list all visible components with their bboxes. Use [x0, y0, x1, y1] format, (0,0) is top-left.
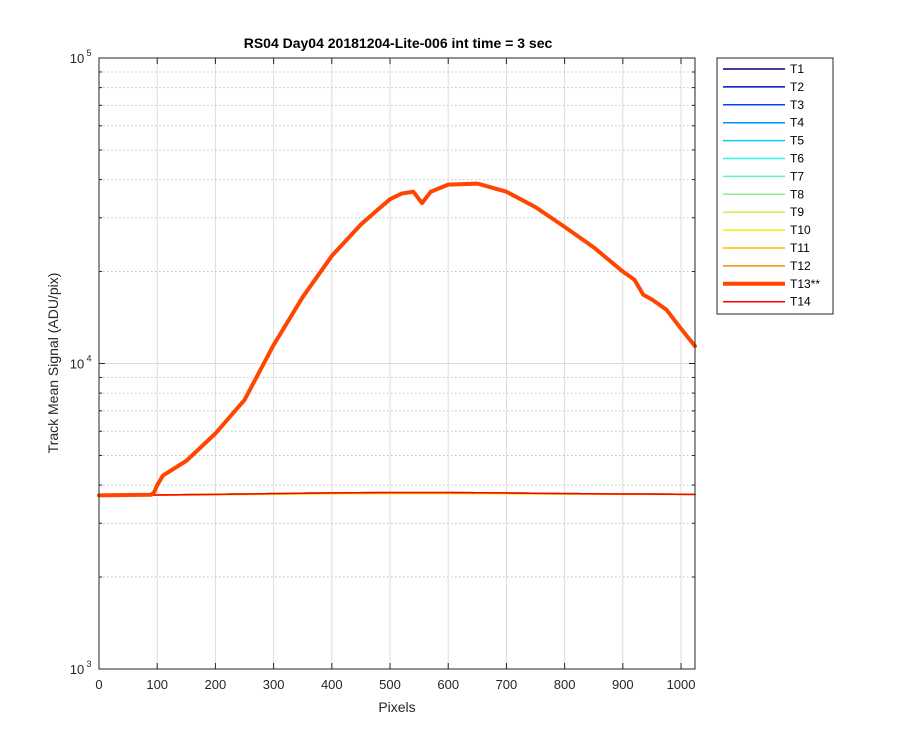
y-axis-title: Track Mean Signal (ADU/pix): [45, 273, 61, 454]
legend-item: T12: [723, 259, 811, 273]
legend-item: T11: [723, 241, 810, 255]
x-tick-label: 700: [496, 677, 518, 692]
legend-items: T1 T2 T3 T4 T5 T6 T7 T8 T9 T10 T11 T12 T13** T14: [723, 62, 820, 309]
legend-label: T11: [790, 241, 810, 255]
legend-label: T9: [790, 205, 804, 219]
x-tick-label: 800: [554, 677, 576, 692]
legend-item: T6: [723, 152, 804, 166]
x-tick-label: 500: [379, 677, 401, 692]
x-axis-title: Pixels: [378, 699, 415, 715]
legend-item: T5: [723, 134, 804, 148]
x-tick-label: 900: [612, 677, 634, 692]
legend: T1 T2 T3 T4 T5 T6 T7 T8 T9 T10 T11 T12 T13** T14: [716, 57, 834, 315]
x-tick-label: 200: [205, 677, 227, 692]
series-lines: [97, 181, 697, 498]
y-tick-label-base: 10: [70, 51, 84, 66]
legend-label: T5: [790, 134, 804, 148]
x-tick-label: 300: [263, 677, 285, 692]
legend-label: T3: [790, 98, 804, 112]
x-tick-label: 100: [146, 677, 168, 692]
y-tick-label-exponent: 3: [86, 659, 91, 669]
legend-label: T13**: [790, 277, 820, 291]
legend-label: T4: [790, 116, 804, 130]
legend-item: T3: [723, 98, 804, 112]
legend-item: T14: [723, 295, 811, 309]
y-tick-label-base: 10: [70, 357, 84, 372]
legend-label: T8: [790, 187, 804, 201]
legend-label: T6: [790, 152, 804, 166]
legend-label: T2: [790, 80, 804, 94]
y-tick-label-base: 10: [70, 662, 84, 677]
y-tick-label-exponent: 5: [86, 48, 91, 58]
x-tick-label: 600: [437, 677, 459, 692]
legend-label: T14: [790, 295, 811, 309]
series-line-t14: [98, 491, 696, 497]
legend-label: T7: [790, 169, 804, 183]
y-tick-label: 10 3: [70, 659, 92, 677]
x-tick-label: 0: [95, 677, 102, 692]
legend-box: [716, 57, 834, 315]
legend-label: T12: [790, 259, 811, 273]
legend-item: T13**: [723, 277, 820, 291]
y-tick-label: 10 4: [70, 354, 92, 372]
legend-item: T1: [723, 62, 804, 76]
legend-item: T9: [723, 205, 804, 219]
x-tick-label: 400: [321, 677, 343, 692]
x-tick-label: 1000: [667, 677, 696, 692]
legend-item: T10: [723, 223, 811, 237]
series-line-t13: [97, 181, 697, 498]
legend-label: T1: [790, 62, 804, 76]
chart-title: RS04 Day04 20181204-Lite-006 int time = …: [244, 35, 553, 51]
y-tick-label-exponent: 4: [86, 354, 91, 364]
legend-label: T10: [790, 223, 811, 237]
legend-item: T8: [723, 187, 804, 201]
legend-item: T7: [723, 169, 804, 183]
legend-item: T4: [723, 116, 804, 130]
y-tick-label: 10 5: [70, 48, 92, 66]
legend-item: T2: [723, 80, 804, 94]
